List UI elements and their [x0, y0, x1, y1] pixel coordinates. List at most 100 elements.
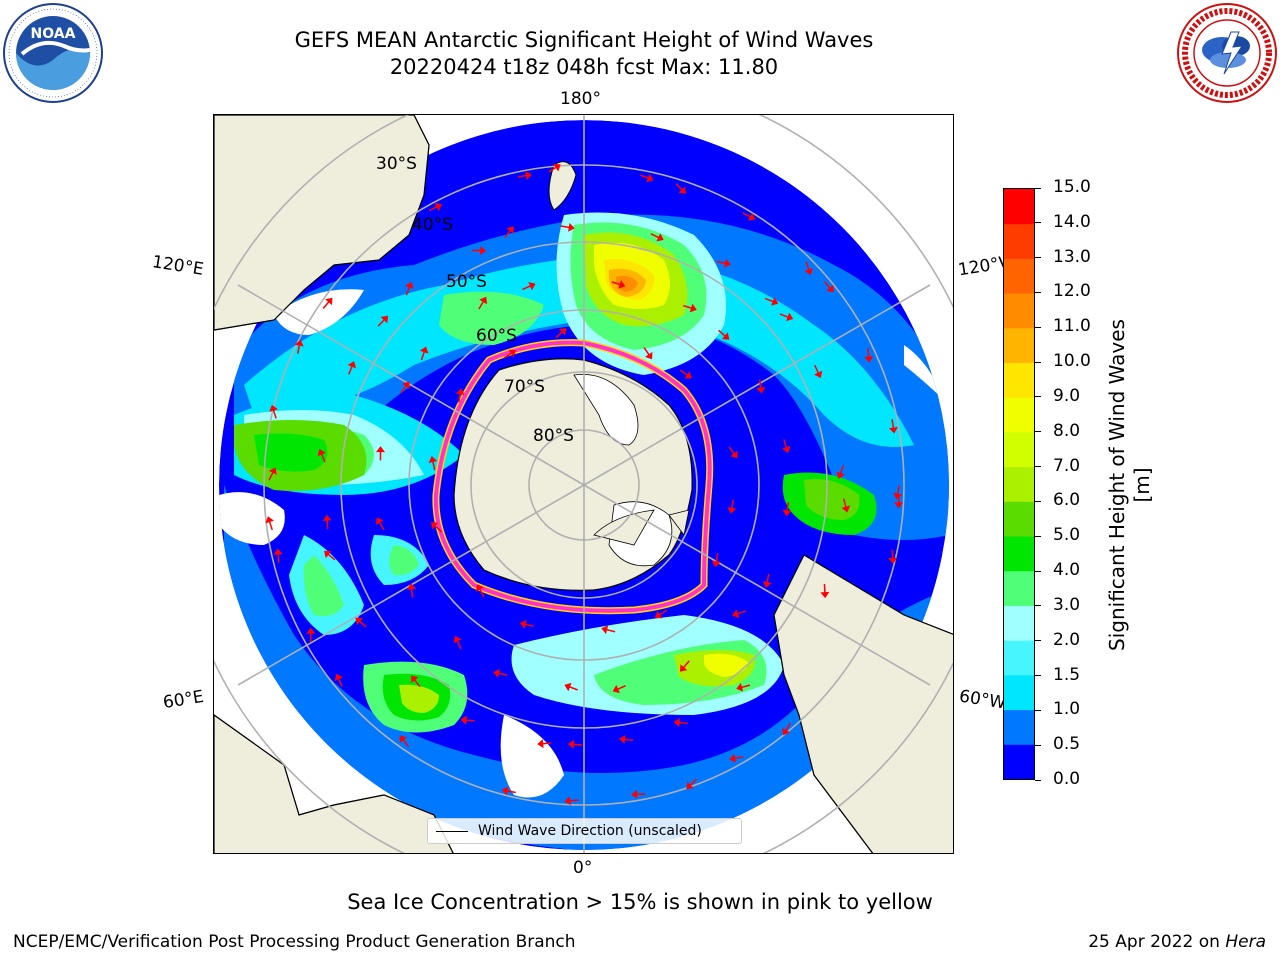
colorbar-bin: [1004, 570, 1034, 606]
wave-direction-arrowhead: [419, 346, 429, 354]
wave-direction-arrowhead: [453, 635, 462, 644]
svg-text:NOAA: NOAA: [31, 26, 76, 42]
colorbar-tick-label: 5.0: [1053, 525, 1081, 546]
lat-30s: 30°S: [376, 154, 417, 174]
noaa-logo: NOAA: [3, 3, 103, 103]
wave-direction-arrow: [569, 799, 579, 802]
colorbar-tick-mark: [1035, 709, 1041, 711]
wave-direction-arrow: [326, 519, 329, 529]
wave-direction-arrowhead: [265, 516, 274, 524]
colorbar-bin: [1004, 466, 1034, 502]
wave-direction-arrowhead: [317, 448, 326, 457]
colorbar-tick-label: 13.0: [1053, 246, 1091, 267]
wave-direction-arrowhead: [347, 361, 357, 369]
wave-direction-arrow: [718, 329, 726, 337]
wave-direction-arrow: [434, 525, 442, 533]
nws-logo: [1177, 3, 1277, 103]
wave-direction-arrowhead: [508, 349, 517, 358]
wave-direction-arrow: [296, 344, 301, 354]
wave-direction-arrow: [456, 640, 462, 650]
wave-direction-arrow: [715, 553, 719, 563]
colorbar-tick-mark: [1035, 605, 1041, 607]
colorbar-tick-mark: [1035, 222, 1041, 224]
lon-label-120e: 120°E: [150, 252, 205, 280]
wave-direction-arrow: [327, 553, 336, 561]
colorbar: [1003, 188, 1035, 780]
wave-direction-arrowhead: [644, 351, 653, 360]
colorbar-tick-mark: [1035, 675, 1041, 677]
wave-direction-arrowhead: [820, 591, 830, 599]
colorbar-tick-mark: [1035, 570, 1041, 572]
wave-direction-arrow: [400, 385, 407, 394]
colorbar-tick-label: 14.0: [1053, 211, 1091, 232]
colorbar-bin: [1004, 327, 1034, 364]
wave-direction-arrowhead: [273, 548, 283, 555]
colorbar-bin: [1004, 258, 1034, 294]
wave-direction-arrowhead: [781, 446, 791, 454]
wave-direction-arrowhead: [323, 550, 332, 559]
wave-direction-arrow: [785, 722, 791, 732]
colorbar-bin: [1004, 744, 1034, 779]
wave-direction-arrowhead: [501, 786, 509, 796]
colorbar-tick-label: 4.0: [1053, 560, 1081, 581]
colorbar-tick-label: 9.0: [1053, 385, 1081, 406]
colorbar-tick-mark: [1035, 466, 1041, 468]
wave-direction-arrowhead: [730, 450, 738, 459]
wave-direction-arrowhead: [771, 297, 779, 306]
wave-direction-arrow: [716, 260, 726, 265]
wave-direction-arrowhead: [646, 173, 654, 183]
colorbar-tick-label: 8.0: [1053, 420, 1081, 441]
colorbar-tick-label: 0.5: [1053, 734, 1081, 755]
wave-direction-arrowhead: [631, 789, 638, 799]
wave-direction-arrowhead: [756, 387, 766, 394]
wave-direction-arrow: [728, 446, 735, 455]
footer-credit: NCEP/EMC/Verification Post Processing Pr…: [13, 932, 576, 952]
wave-direction-arrow: [891, 549, 894, 559]
wave-direction-arrow: [643, 347, 650, 356]
wave-direction-arrowhead: [748, 212, 756, 221]
colorbar-tick-mark: [1035, 500, 1041, 502]
wave-direction-arrowhead: [268, 467, 277, 475]
wave-direction-arrow: [320, 453, 326, 463]
wave-direction-arrow: [555, 331, 564, 339]
colorbar-tick-mark: [1035, 431, 1041, 433]
wave-direction-arrow: [337, 678, 343, 688]
wave-direction-arrowhead: [826, 284, 834, 293]
colorbar-bin: [1004, 536, 1034, 572]
wave-direction-arrowhead: [711, 560, 721, 568]
wave-direction-arrowhead: [679, 664, 688, 672]
wave-direction-arrow: [617, 685, 626, 690]
wave-direction-arrow: [268, 521, 273, 531]
wave-direction-arrow: [640, 174, 649, 180]
wave-direction-arrowhead: [325, 297, 333, 306]
lon-label-60e: 60°E: [161, 686, 206, 714]
wave-direction-arrow: [611, 281, 621, 286]
wave-direction-arrowhead: [841, 505, 851, 513]
wave-direction-arrow: [420, 351, 426, 361]
wave-direction-arrow: [823, 281, 831, 289]
wave-direction-arrow: [678, 721, 688, 725]
colorbar-tick-label: 1.5: [1053, 664, 1081, 685]
wave-direction-arrow: [839, 465, 844, 475]
wave-direction-arrowhead: [654, 610, 663, 619]
wave-direction-arrowhead: [618, 280, 626, 289]
wave-direction-arrowhead: [723, 258, 731, 268]
wave-direction-arrow: [650, 233, 660, 239]
wave-direction-arrowhead: [380, 315, 389, 324]
wave-direction-arrow: [805, 261, 810, 271]
colorbar-bin: [1004, 640, 1034, 676]
wave-direction-arrow: [402, 739, 410, 748]
wave-direction-arrow: [689, 778, 698, 786]
colorbar-bin: [1004, 431, 1034, 468]
wave-direction-arrowhead: [411, 675, 419, 683]
wave-direction-arrow: [742, 212, 752, 218]
colorbar-tick-mark: [1035, 326, 1041, 328]
colorbar-tick-mark: [1035, 187, 1041, 189]
wave-direction-arrowhead: [762, 581, 772, 588]
wave-direction-arrowhead: [334, 673, 343, 681]
wave-direction-arrow: [891, 419, 895, 429]
wave-direction-arrowhead: [678, 186, 687, 194]
wave-direction-arrowhead: [480, 246, 487, 256]
lon-label-0: 0°: [573, 858, 593, 878]
colorbar-tick-label: 0.0: [1053, 769, 1081, 789]
